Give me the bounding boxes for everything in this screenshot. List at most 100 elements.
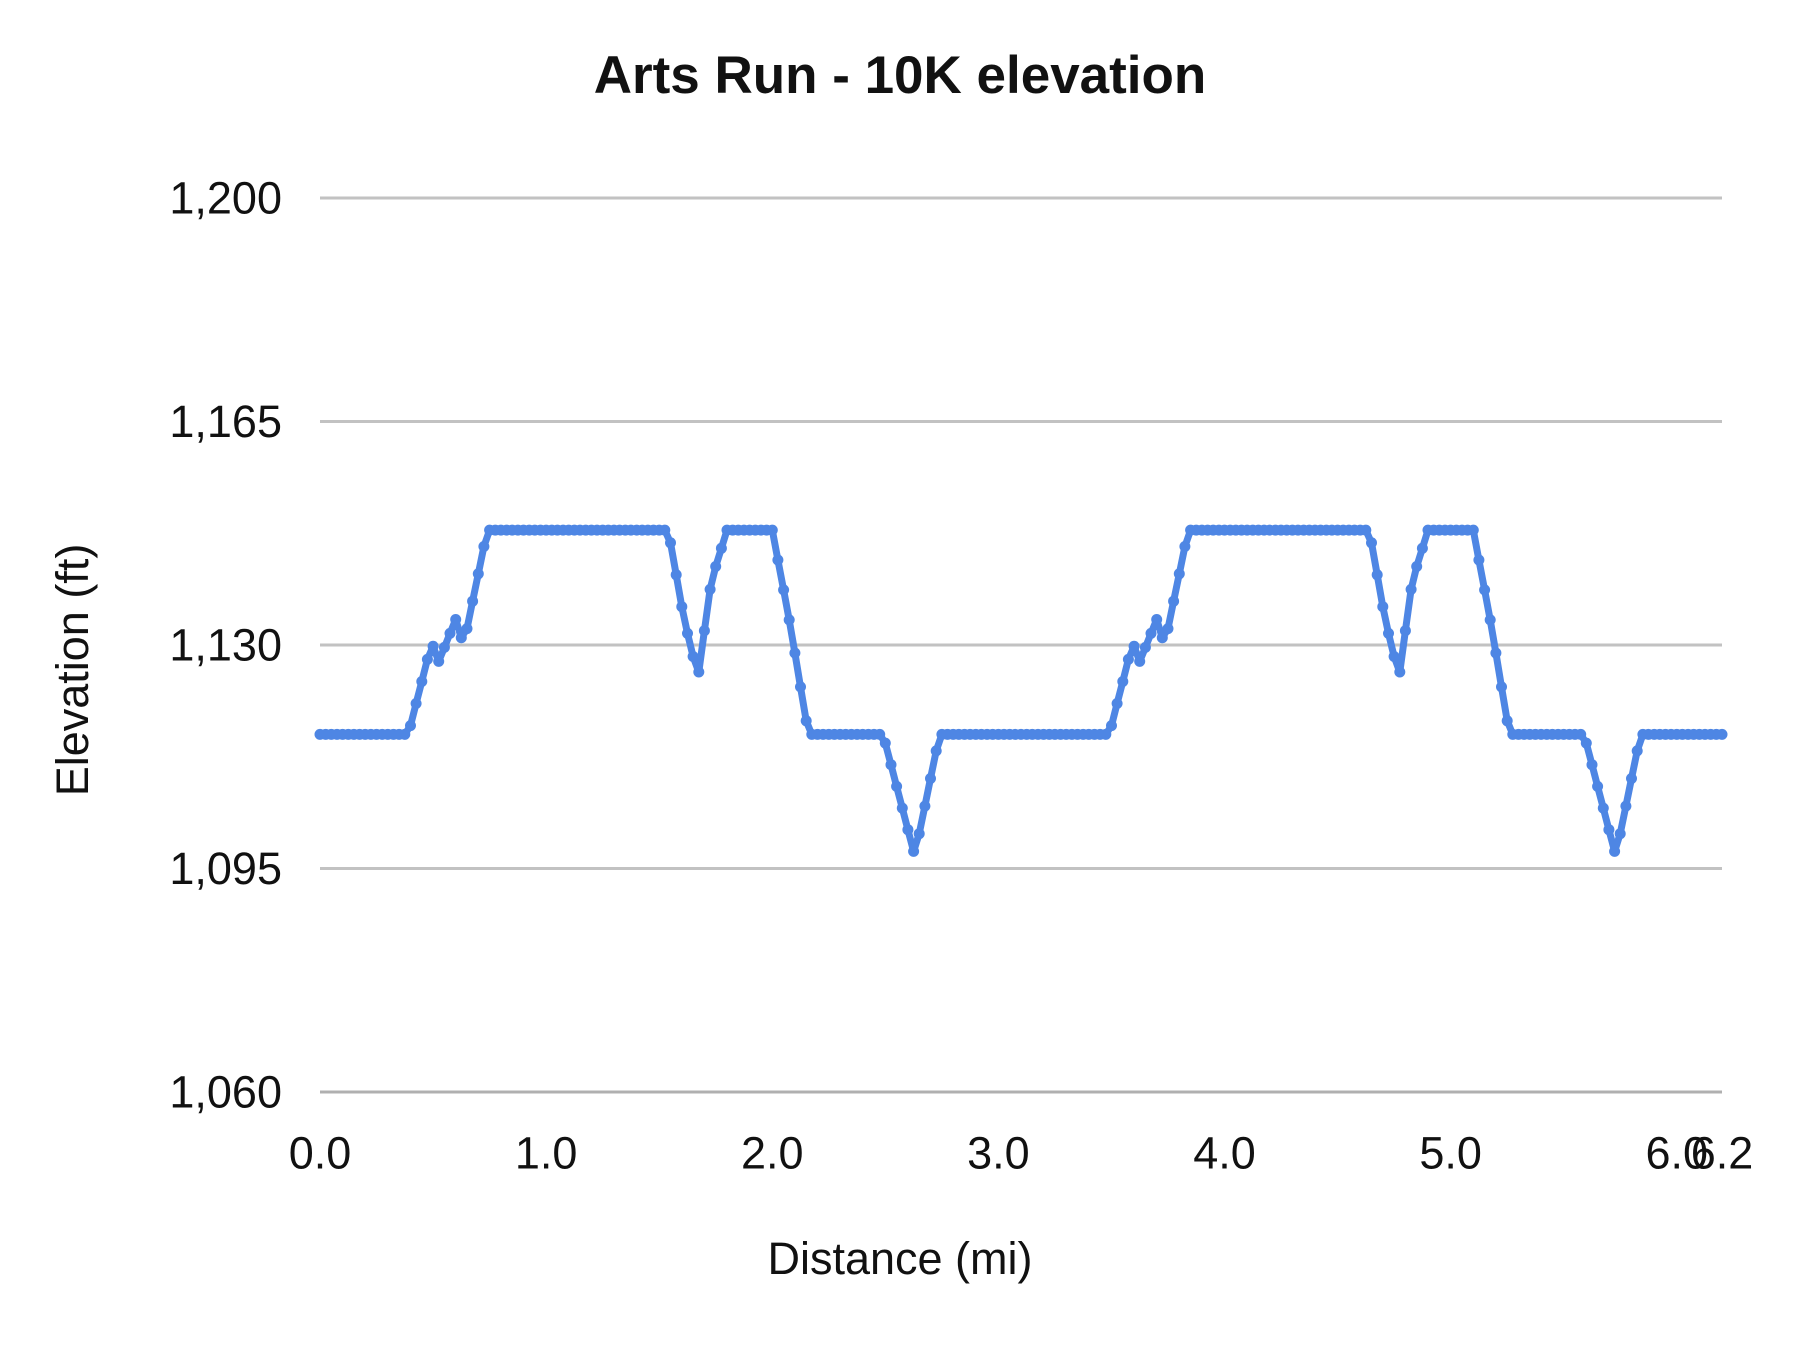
data-point-marker	[1168, 595, 1180, 607]
data-point-marker	[1473, 554, 1485, 566]
data-point-marker	[930, 745, 942, 757]
data-point-marker	[421, 653, 433, 665]
data-point-marker	[1580, 737, 1592, 749]
data-point-marker	[919, 800, 931, 812]
data-point-marker	[1484, 614, 1496, 626]
data-point-marker	[1383, 627, 1394, 639]
x-tick-5.0: 5.0	[1419, 1128, 1482, 1179]
data-point-marker	[693, 666, 705, 678]
x-tick-6.2: 6.2	[1691, 1128, 1754, 1179]
data-point-marker	[879, 737, 891, 749]
data-point-marker	[1122, 653, 1134, 665]
data-point-marker	[1162, 623, 1174, 635]
y-tick-1200: 1,200	[169, 173, 282, 224]
data-point-marker	[1586, 759, 1598, 771]
data-point-marker	[467, 595, 479, 607]
data-point-marker	[1179, 541, 1191, 552]
data-point-marker	[670, 569, 682, 581]
data-point-marker	[665, 537, 676, 549]
data-point-marker	[433, 655, 445, 667]
x-tick-2.0: 2.0	[741, 1128, 804, 1179]
data-point-marker	[1173, 568, 1185, 580]
data-point-marker	[1592, 780, 1604, 792]
data-point-marker	[1145, 627, 1157, 639]
data-point-marker	[455, 632, 467, 644]
data-point-marker	[913, 828, 925, 840]
data-point-marker	[478, 541, 490, 552]
data-point-marker	[1603, 824, 1615, 836]
data-point-marker	[908, 845, 920, 857]
data-point-marker	[789, 647, 801, 659]
data-point-marker	[783, 614, 795, 626]
data-point-marker	[1394, 666, 1406, 678]
x-tick-4.0: 4.0	[1193, 1128, 1256, 1179]
data-point-marker	[1106, 720, 1117, 732]
data-point-marker	[1156, 632, 1168, 644]
data-point-marker	[472, 568, 484, 580]
data-point-marker	[1366, 537, 1377, 549]
data-point-marker	[438, 641, 450, 653]
data-point-marker	[902, 824, 914, 836]
data-point-marker	[1496, 681, 1507, 693]
y-tick-1130: 1,130	[169, 620, 282, 671]
data-point-marker	[1597, 802, 1609, 814]
data-point-marker	[1100, 728, 1112, 740]
data-point-marker	[1631, 745, 1643, 757]
data-point-marker	[1614, 828, 1626, 840]
data-point-marker	[1117, 676, 1129, 687]
data-point-marker	[444, 627, 456, 639]
data-point-marker	[1139, 641, 1151, 653]
data-point-marker	[405, 720, 416, 732]
data-point-marker	[885, 759, 897, 771]
data-point-marker	[778, 584, 790, 596]
data-point-marker	[1128, 640, 1140, 652]
y-axis-tick-labels: 1,060 1,095 1,130 1,165 1,200	[169, 173, 282, 1118]
y-tick-1165: 1,165	[169, 396, 282, 447]
data-point-marker	[766, 524, 778, 536]
chart-title: Arts Run - 10K elevation	[594, 46, 1207, 105]
data-point-marker	[1575, 728, 1587, 740]
data-point-marker	[1151, 614, 1163, 625]
data-point-marker	[1388, 651, 1400, 662]
y-tick-1060: 1,060	[169, 1067, 282, 1118]
data-point-marker	[710, 561, 722, 572]
elevation-line	[316, 526, 1726, 855]
data-point-marker	[1134, 655, 1146, 667]
y-axis-title: Elevation (ft)	[47, 544, 98, 797]
x-axis-title: Distance (mi)	[767, 1233, 1032, 1284]
data-point-marker	[1501, 715, 1513, 727]
data-point-marker	[1111, 698, 1123, 709]
data-point-marker	[427, 640, 439, 652]
data-point-marker	[1411, 561, 1423, 572]
data-point-marker	[1620, 800, 1632, 812]
data-point-marker	[682, 627, 693, 639]
data-point-marker	[1399, 625, 1411, 637]
data-point-marker	[772, 554, 784, 566]
data-point-marker	[416, 676, 428, 687]
data-point-marker	[795, 681, 806, 693]
data-point-marker	[1609, 845, 1621, 857]
x-tick-6.0: 6.0	[1645, 1128, 1708, 1179]
data-point-marker	[450, 614, 462, 625]
data-point-marker	[676, 601, 688, 613]
data-point-marker	[715, 542, 727, 554]
data-point-marker	[399, 728, 411, 740]
data-point-marker	[704, 583, 716, 595]
x-tick-3.0: 3.0	[967, 1128, 1030, 1179]
data-point-marker	[1716, 728, 1728, 740]
data-point-marker	[891, 780, 903, 792]
data-point-marker	[1360, 524, 1372, 536]
data-point-marker	[1371, 569, 1383, 581]
data-point-marker	[874, 728, 886, 740]
data-point-marker	[925, 773, 936, 784]
x-tick-0.0: 0.0	[289, 1128, 352, 1179]
data-point-marker	[1479, 584, 1491, 596]
y-tick-1095: 1,095	[169, 843, 282, 894]
x-tick-1.0: 1.0	[515, 1128, 578, 1179]
data-point-marker	[698, 625, 710, 637]
x-axis-tick-labels: 0.0 1.0 2.0 3.0 4.0 5.0 6.06.2	[289, 1128, 1754, 1179]
data-point-marker	[461, 623, 473, 635]
elevation-series	[314, 524, 1728, 857]
